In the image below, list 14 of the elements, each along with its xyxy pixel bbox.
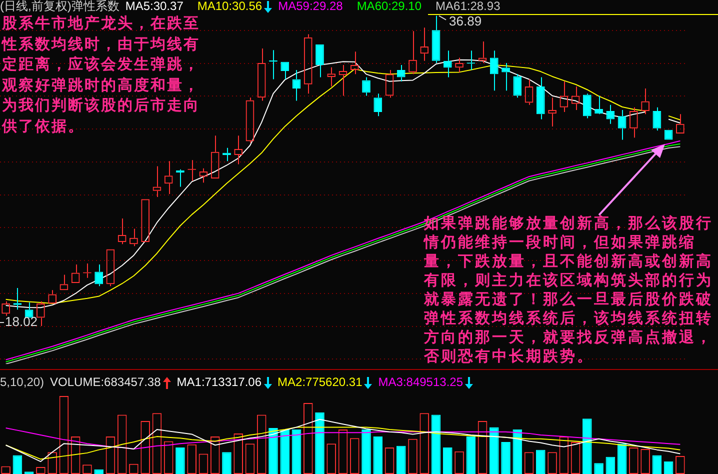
chart-title: 5,10,20)	[0, 375, 44, 389]
annotation: 18.02	[4, 314, 39, 329]
text: MA60:29.10	[356, 0, 422, 13]
text: MA1:713317.06	[176, 375, 262, 389]
annotation: 36.89	[449, 13, 482, 28]
text: MA2:775620.31	[278, 375, 362, 389]
legend-label: VOLUME:683457.38	[50, 375, 161, 389]
text: MA5:30.37	[125, 0, 184, 13]
text: MA61:28.93	[436, 0, 500, 13]
text: MA59:29.28	[278, 0, 343, 13]
text: MA10:30.56	[197, 0, 262, 13]
text: MA3:849513.25	[378, 375, 463, 389]
chart-title: (日线,前复权)弹性系数	[0, 0, 120, 13]
annotation: 股系牛市地产龙头，在跌至性系数均线时，由于均线有定距离，应该会发生弹跳，观察好弹跳时的高度和量，为我们判断该股的后市走向供了依据。	[2, 13, 201, 137]
